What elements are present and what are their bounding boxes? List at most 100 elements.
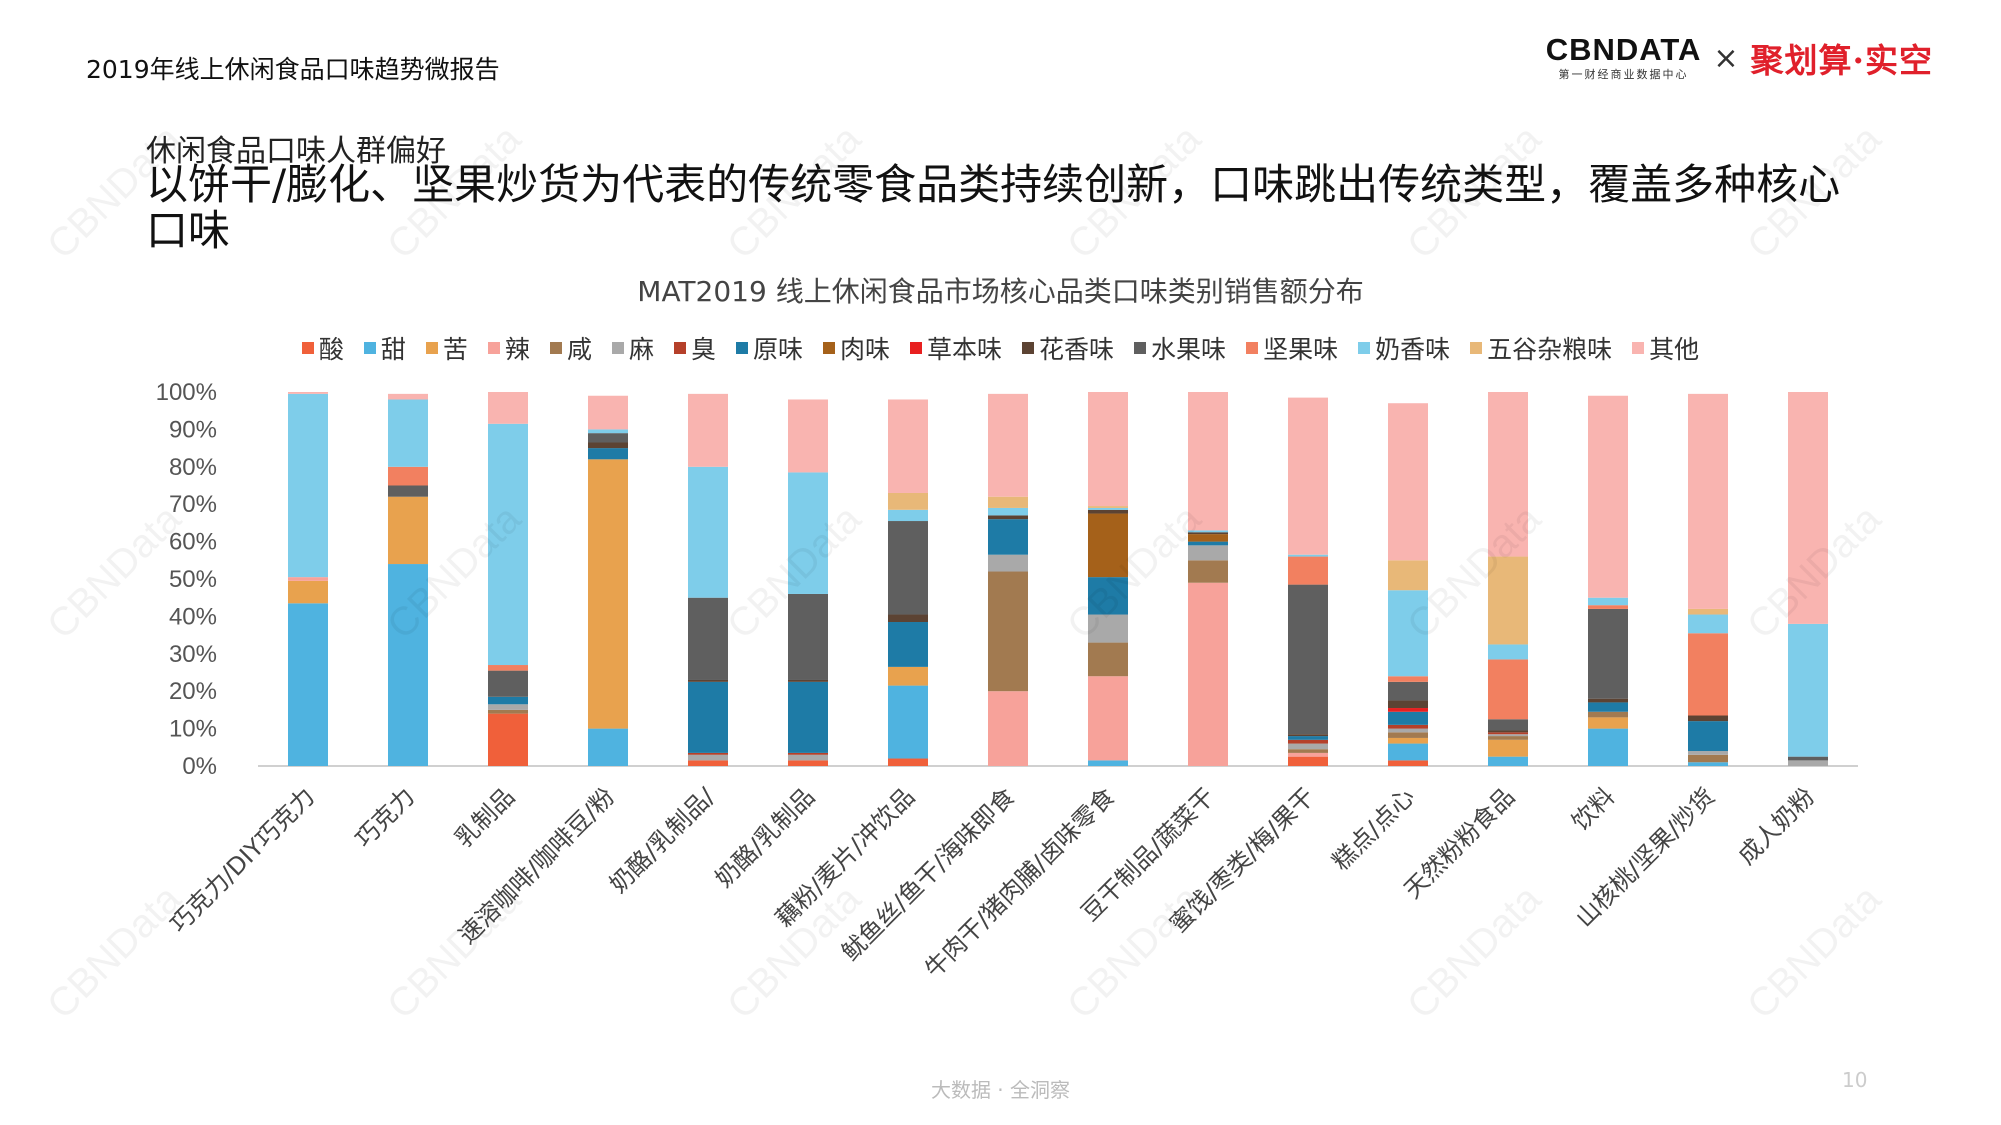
legend-item: 肉味: [823, 330, 890, 366]
bar-segment: [1288, 734, 1328, 737]
bar-segment: [1188, 541, 1228, 546]
bar-segment: [1188, 530, 1228, 533]
bar-segment: [1488, 739, 1528, 757]
legend-item: 苦: [425, 330, 468, 366]
bar-segment: [1188, 392, 1228, 531]
x-category-label: 巧克力: [350, 782, 421, 853]
bar-segment: [1788, 756, 1828, 761]
bar-segment: [1688, 608, 1728, 615]
legend-swatch: [1470, 342, 1483, 354]
legend-swatch: [487, 342, 500, 354]
bar-segment: [688, 681, 728, 753]
legend-item: 其他: [1632, 330, 1699, 366]
bar-segment: [1588, 608, 1628, 699]
bar-segment: [488, 713, 528, 766]
footer-slogan: 大数据 · 全洞察: [930, 1078, 1071, 1102]
y-tick-label: 50%: [169, 566, 217, 593]
bar-segment: [1488, 556, 1528, 645]
bar-segment: [288, 577, 328, 581]
bar-segment: [1088, 642, 1128, 677]
legend-label: 苦: [442, 335, 468, 364]
bar-segment: [988, 519, 1028, 555]
bar-segment: [1288, 739, 1328, 744]
legend-label: 咸: [566, 335, 592, 364]
bar-segment: [488, 670, 528, 697]
bar-segment: [588, 429, 628, 434]
bar-segment: [988, 393, 1028, 497]
bar-segment: [1588, 395, 1628, 598]
legend-item: 坚果味: [1246, 330, 1338, 366]
bar-segment: [988, 507, 1028, 516]
cbndata-logo-text: CBNDATA: [1545, 32, 1702, 67]
bar-segment: [1288, 397, 1328, 555]
cbndata-logo: CBNDATA 第一财经商业数据中心: [1546, 34, 1702, 82]
bar-segment: [1788, 623, 1828, 757]
bar-segment: [1088, 507, 1128, 510]
bar-segment: [1588, 698, 1628, 703]
bar-segment: [388, 496, 428, 565]
bar-segment: [1588, 728, 1628, 766]
bar-segment: [1488, 756, 1528, 766]
legend-label: 麻: [628, 335, 654, 364]
x-category-label: 巧克力/DIY巧克力: [164, 782, 320, 938]
bar-segment: [788, 681, 828, 753]
bar-segment: [1388, 732, 1428, 738]
legend-swatch: [735, 342, 748, 354]
bar-segment: [488, 665, 528, 671]
legend-swatch: [611, 342, 624, 354]
stacked-bar-chart: 0% 10% 20% 30% 40% 50% 60% 70% 80% 90% 100% 巧克力/DIY…: [156, 379, 1858, 983]
bar-segment: [988, 515, 1028, 520]
legend-item: 咸: [549, 330, 592, 366]
bar-segment: [788, 399, 828, 473]
page-headline: 以饼干/膨化、坚果炒货为代表的传统零食品类持续创新，口味跳出传统类型，覆盖多种核…: [146, 160, 1841, 255]
bar-segment: [1688, 762, 1728, 766]
report-title: 2019年线上休闲食品口味趋势微报告: [86, 55, 500, 84]
bar-segment: [988, 571, 1028, 692]
bar-segment: [488, 709, 528, 714]
bar-segment: [988, 496, 1028, 508]
bar-segment: [488, 423, 528, 666]
legend-item: 辣: [487, 330, 530, 366]
legend-swatch: [1358, 342, 1371, 354]
bar-segment: [1388, 676, 1428, 682]
bar-segment: [1488, 734, 1528, 737]
bar-segment: [288, 393, 328, 578]
y-tick-label: 80%: [169, 454, 217, 481]
y-tick-label: 40%: [169, 603, 217, 630]
bar-segment: [388, 393, 428, 400]
bar-segment: [1188, 545, 1228, 561]
bar-segment: [1388, 743, 1428, 761]
y-tick-label: 0%: [182, 753, 217, 780]
y-tick-label: 90%: [169, 416, 217, 443]
legend-label: 奶香味: [1375, 335, 1451, 364]
bar-segment: [488, 704, 528, 710]
x-category-label: 饮料: [1567, 782, 1621, 836]
bar-segment: [688, 393, 728, 467]
bar-segment: [488, 392, 528, 424]
y-tick-label: 10%: [169, 716, 217, 743]
x-category-label: 奶酪/乳制品: [710, 782, 820, 892]
partner-logo: 聚划算·实空: [1750, 41, 1933, 80]
bar-segment: [1688, 715, 1728, 722]
bar-segment: [1788, 392, 1828, 624]
bar-segment: [588, 459, 628, 729]
bar-segment: [688, 466, 728, 598]
bar-segment: [1488, 730, 1528, 733]
bar-segment: [888, 614, 928, 623]
bar-segment: [1488, 659, 1528, 720]
bar-segment: [1088, 506, 1128, 508]
bar-segment: [1088, 392, 1128, 507]
legend-label: 草本味: [927, 335, 1003, 364]
legend-label: 臭: [690, 335, 716, 364]
legend-item: 臭: [673, 330, 716, 366]
bar-segment: [1288, 736, 1328, 740]
bar-segment: [1088, 577, 1128, 615]
bar-segment: [1488, 392, 1528, 557]
legend-swatch: [1246, 342, 1259, 354]
bar-segment: [888, 509, 928, 522]
bar-segment: [788, 754, 828, 761]
legend-swatch: [1632, 342, 1645, 354]
bar-segment: [1588, 717, 1628, 729]
bar-segment: [588, 395, 628, 430]
bar-segment: [1388, 681, 1428, 701]
